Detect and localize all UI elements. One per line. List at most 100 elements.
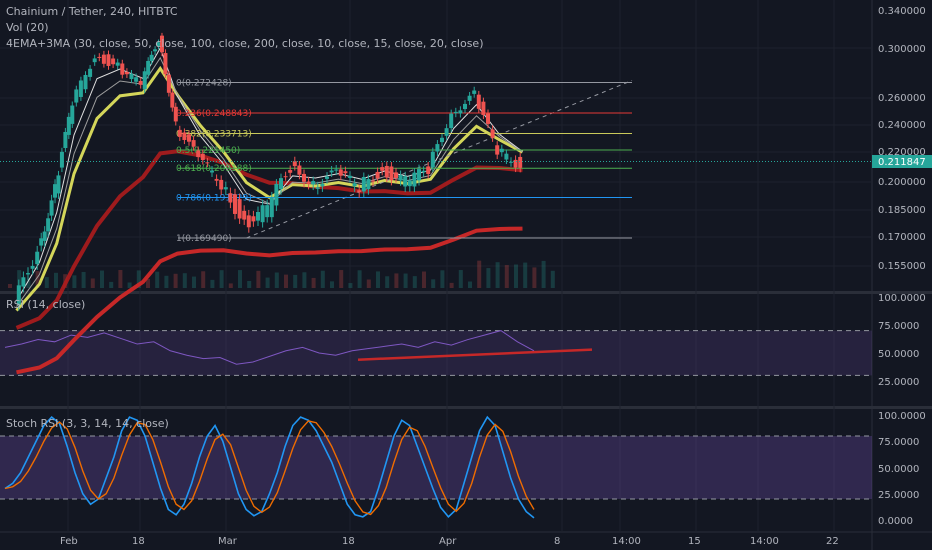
candle-body (210, 170, 214, 173)
time-axis[interactable]: Feb 18 Mar 18 Apr 8 14:00 15 14:00 22 (60, 536, 839, 547)
candle-body (88, 68, 93, 77)
candle-body (371, 180, 375, 182)
stoch-pane[interactable] (0, 410, 872, 530)
candle-body (509, 161, 513, 163)
candle-body (260, 205, 265, 223)
candle-body (343, 171, 348, 174)
volume-bar (320, 270, 325, 288)
volume-bar (458, 270, 463, 288)
candle-body (233, 194, 237, 214)
volume-bar (26, 280, 31, 288)
volume-legend: Vol (20) (6, 21, 49, 34)
volume-bar (477, 260, 482, 288)
rsi-line (4, 330, 535, 365)
stoch-title: Stoch RSI (3, 3, 14, 14, close) (6, 417, 169, 430)
rsi-tick: 100.0000 (878, 293, 926, 304)
volume-bar (339, 270, 344, 288)
candle-body (101, 54, 106, 64)
candle-body (26, 273, 30, 275)
volume-bar (35, 271, 40, 288)
candle-body (115, 62, 120, 66)
candle-body (412, 172, 417, 187)
volume-bar (284, 274, 288, 288)
candle-body (53, 184, 58, 198)
candle-body (417, 169, 421, 181)
rsi-tick: 25.0000 (878, 377, 919, 388)
stoch-axis[interactable]: 100.0000 75.0000 50.0000 25.0000 0.0000 (878, 411, 926, 527)
candle-body (49, 200, 54, 216)
time-tick: 18 (342, 536, 355, 547)
volume-bar (376, 271, 380, 288)
candle-body (219, 179, 224, 190)
candle-body (223, 187, 228, 190)
volume-bar (54, 272, 58, 288)
candle-body (380, 167, 385, 171)
volume-bar (532, 267, 537, 288)
volume-bar (541, 260, 546, 288)
time-tick: 22 (826, 536, 839, 547)
candle-body (490, 129, 495, 138)
stoch-d-line (4, 420, 535, 516)
rsi-axis[interactable]: 100.0000 75.0000 50.0000 25.0000 (878, 293, 926, 388)
volume-bar (403, 273, 408, 288)
candle-body (256, 211, 260, 221)
candle-body (463, 103, 467, 110)
volume-bar (100, 270, 104, 288)
candle-body (444, 128, 449, 136)
candle-body (421, 170, 426, 173)
candle-body (279, 178, 283, 190)
volume-bar (146, 278, 150, 288)
volume-bar (412, 276, 417, 288)
volume-bar (192, 276, 196, 288)
candle-body (59, 151, 64, 168)
last-price-label: 0.211847 (878, 157, 926, 168)
candle-body (191, 140, 196, 147)
stoch-tick: 25.0000 (878, 490, 919, 501)
volume-bar (210, 279, 215, 288)
candle-body (407, 180, 412, 187)
candle-body (242, 210, 247, 220)
volume-bar (44, 277, 49, 288)
price-tick: 0.220000 (878, 147, 926, 158)
rsi-title: RSI (14, close) (6, 298, 85, 311)
candle-body (389, 166, 394, 181)
volume-bar (504, 265, 509, 288)
candle-body (129, 73, 134, 80)
candle-body (361, 176, 366, 192)
volume-bar (311, 277, 316, 288)
price-tick: 0.185000 (878, 205, 926, 216)
time-tick: 15 (688, 536, 701, 547)
candle-body (153, 49, 158, 52)
volume-bar (17, 270, 22, 288)
candle-body (426, 166, 431, 175)
volume-bar (514, 264, 518, 288)
candle-body (366, 179, 371, 190)
time-tick: Mar (218, 536, 238, 547)
candle-body (325, 176, 329, 179)
volume-bar (118, 270, 123, 288)
fib-level-label: 0.382(0.233713) (176, 129, 252, 139)
volume-bar (238, 270, 242, 288)
candle-body (453, 111, 458, 114)
candle-body (334, 169, 339, 171)
time-tick: 8 (554, 536, 560, 547)
candle-body (83, 74, 88, 90)
candle-body (187, 134, 191, 142)
rsi-pane[interactable] (0, 295, 872, 405)
candle-body (21, 277, 26, 287)
price-tick: 0.300000 (878, 44, 926, 55)
candle-body (352, 183, 357, 187)
candle-body (177, 129, 182, 137)
price-axis[interactable]: 0.340000 0.300000 0.260000 0.240000 0.22… (878, 6, 926, 272)
candle-body (269, 197, 274, 218)
candle-body (66, 116, 71, 135)
candle-body (499, 148, 504, 153)
candle-body (134, 77, 139, 82)
candle-body (481, 101, 486, 115)
fib-level-label: 0.786(0.191729) (176, 193, 252, 203)
candle-body (288, 170, 293, 173)
candle-body (78, 80, 83, 97)
rsi-tick: 75.0000 (878, 321, 919, 332)
candle-body (142, 71, 147, 90)
